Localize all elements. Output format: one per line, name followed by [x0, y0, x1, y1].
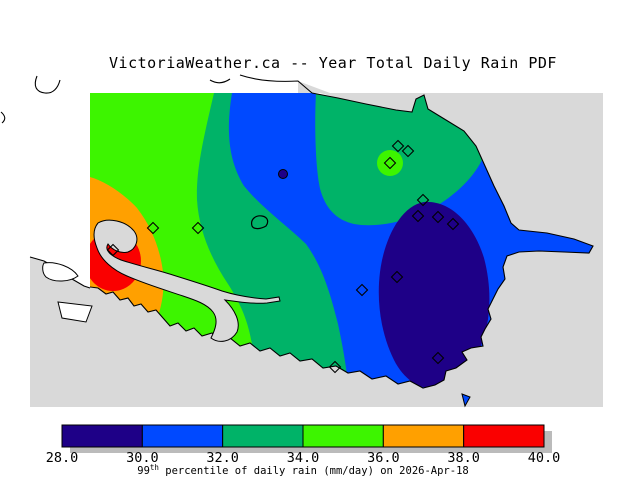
station-diamond-marker [355, 283, 369, 297]
station-diamond-marker [401, 144, 415, 158]
station-markers [106, 139, 460, 374]
colorbar-tick-labels: 28.0 30.0 32.0 34.0 36.0 38.0 40.0 [46, 450, 561, 466]
colorbar-segments [61, 424, 545, 448]
colorbar-tick-38.0: 38.0 [447, 450, 480, 466]
lagoon-pocket-1 [42, 262, 79, 282]
station-diamond-marker [191, 221, 205, 235]
colorbar-tick-32.0: 32.0 [206, 450, 239, 466]
coastline-islet-arc-3 [0, 111, 6, 124]
harbour-channel [93, 219, 281, 342]
station-diamond-marker [416, 193, 430, 207]
colorbar-segment-28-30 [61, 424, 143, 448]
station-diamond-marker [446, 217, 460, 231]
colorbar-tick-40.0: 40.0 [528, 450, 561, 466]
colorbar-tick-28.0: 28.0 [46, 450, 79, 466]
coastline-islet-arc-2 [209, 78, 231, 84]
station-diamond-marker [328, 360, 342, 374]
station-diamond-marker [391, 139, 405, 153]
station-diamond-marker [146, 221, 160, 235]
region-rain-34-36-spot [377, 150, 403, 176]
coastline-upper-north [239, 74, 313, 94]
station-diamond-marker [411, 209, 425, 223]
colorbar-segment-38-40 [463, 424, 545, 448]
colorbar-segment-30-32 [141, 424, 224, 448]
colorbar-tick-34.0: 34.0 [287, 450, 320, 466]
colorbar-caption: 99th percentile of daily rain (mm/day) o… [137, 463, 468, 477]
colorbar-segment-34-36 [302, 424, 384, 448]
coastline-islet-arc-1 [34, 75, 61, 94]
station-diamond-marker [431, 351, 445, 365]
sea-gray-wedge-north [298, 81, 330, 93]
region-rain-28-30 [378, 201, 490, 388]
lagoon-pocket-2 [57, 301, 93, 323]
colorbar-segment-36-38 [382, 424, 465, 448]
colorbar-tick-36.0: 36.0 [367, 450, 400, 466]
inlets [42, 219, 471, 408]
colorbar: 28.0 30.0 32.0 34.0 36.0 38.0 40.0 99th percen… [46, 424, 561, 477]
islet-blue-patch [461, 393, 471, 408]
station-diamond-marker [390, 270, 404, 284]
page-title: VictoriaWeather.ca -- Year Total Daily R… [109, 54, 557, 72]
station-diamond-marker [383, 156, 397, 170]
contour-loop-outline [251, 215, 269, 230]
filled-station-marker [278, 169, 288, 179]
sea-gray-area [30, 93, 603, 407]
colorbar-segment-32-34 [222, 424, 304, 448]
station-diamond-marker [106, 243, 120, 257]
outside-domain-region [30, 81, 603, 407]
colorbar-tick-30.0: 30.0 [126, 450, 159, 466]
coastline-main [89, 92, 594, 389]
station-diamond-marker [431, 210, 445, 224]
special-markers [251, 169, 288, 230]
